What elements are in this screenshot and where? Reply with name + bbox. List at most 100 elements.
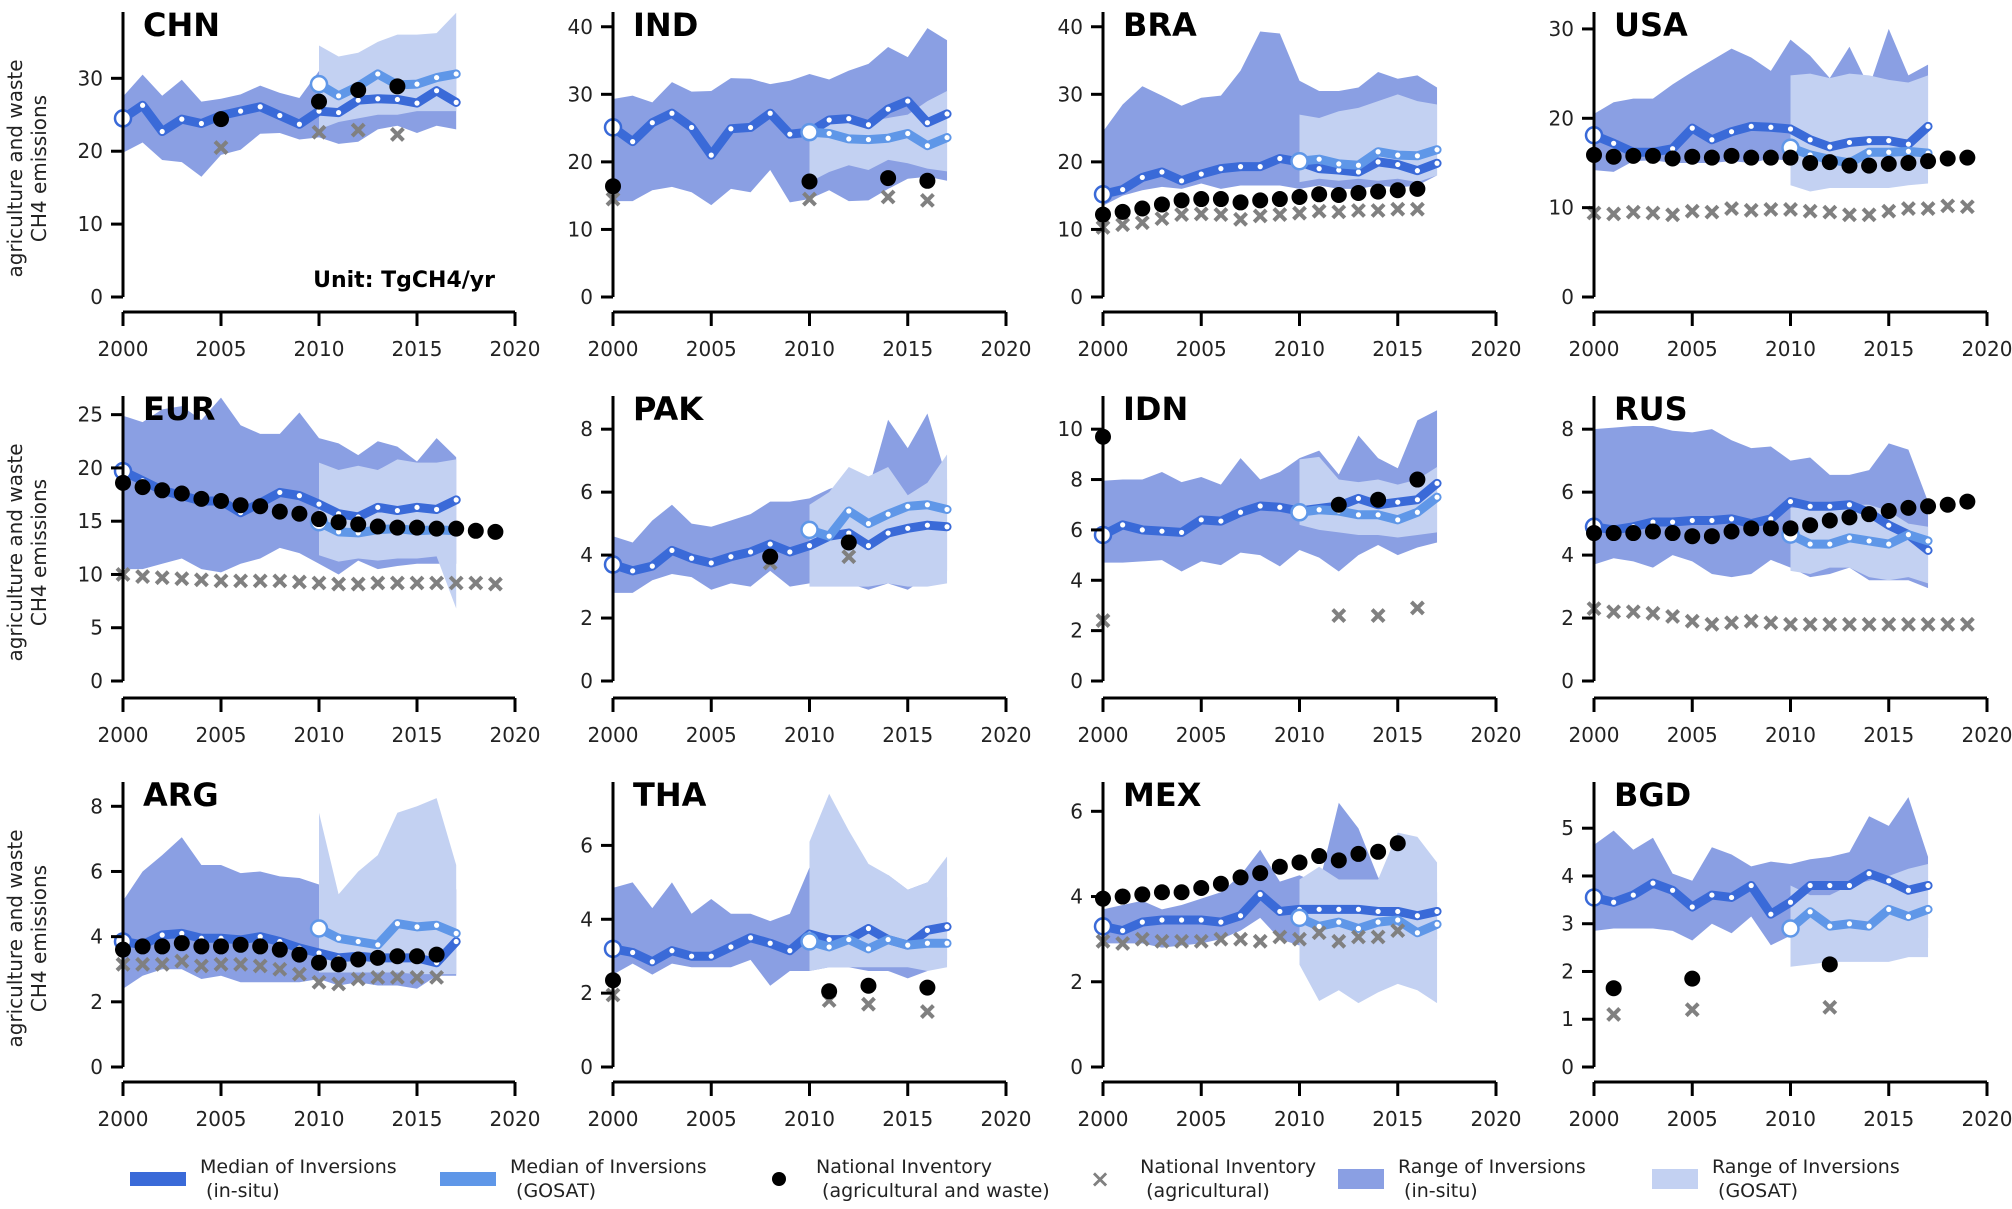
inventory-agw-marker: [350, 951, 367, 968]
insitu-median-point: [1807, 503, 1813, 509]
inventory-agricultural-marker: [1684, 203, 1700, 219]
gosat-median-point: [924, 143, 931, 149]
gosat-median-line: [1786, 530, 1933, 549]
inventory-agricultural-marker: [389, 127, 405, 142]
inventory-agricultural-marker: [311, 575, 327, 591]
inventory-agricultural-marker: [174, 571, 190, 587]
insitu-median-point: [885, 530, 891, 536]
inventory-agw-marker: [1959, 493, 1976, 510]
inventory-agricultural-marker: [1390, 201, 1406, 217]
insitu-median-point: [885, 106, 891, 112]
y-tick-label: 10: [1549, 196, 1574, 220]
inventory-agw-marker: [1291, 854, 1308, 871]
insitu-median-point: [1905, 887, 1911, 893]
inventory-agw-marker: [1625, 147, 1642, 164]
insitu-median-point: [1414, 497, 1420, 503]
gosat-median-point: [1290, 151, 1309, 171]
insitu-median-point: [140, 102, 146, 108]
gosat-median-line: [805, 127, 952, 151]
insitu-median-point: [826, 936, 832, 943]
insitu-median-point: [1198, 517, 1204, 523]
y-axis-label-line2: CH4 emissions: [27, 479, 51, 626]
inventory-agricultural-marker: [1783, 616, 1798, 632]
inventory-agricultural-marker: [1684, 613, 1700, 629]
insitu-median-point: [316, 501, 322, 507]
y-tick-label: 0: [1561, 285, 1574, 309]
inventory-agw-marker: [1762, 520, 1779, 537]
inventory-agricultural-marker: [448, 575, 464, 591]
x-tick-label: 2010: [784, 723, 835, 747]
gosat-median-point: [1336, 161, 1342, 167]
inventory-agw-marker: [467, 522, 484, 539]
inventory-agw-marker: [252, 498, 269, 515]
x-tick-label: 2005: [1176, 337, 1227, 361]
insitu-median-point: [865, 543, 872, 549]
inventory-agw-marker: [1212, 191, 1229, 208]
gosat-median-point: [1886, 906, 1892, 912]
inventory-agricultural-marker: [1174, 933, 1190, 949]
gosat-median-point: [1925, 538, 1931, 544]
inventory-agricultural-marker: [1940, 198, 1956, 214]
y-tick-label: 10: [568, 217, 593, 241]
inventory-agricultural-marker: [429, 575, 445, 591]
insitu-median-point: [336, 109, 342, 116]
inventory-agricultural-marker: [350, 122, 366, 138]
gosat-median-point: [826, 944, 832, 950]
inventory-agricultural-marker: [174, 953, 190, 969]
inventory-agw-marker: [1880, 503, 1897, 520]
insitu-median-point: [257, 934, 263, 940]
insitu-median-point: [159, 932, 165, 938]
x-tick-label: 2010: [294, 337, 345, 361]
insitu-median-line: [118, 86, 461, 137]
inventory-agricultural-marker: [841, 549, 857, 565]
y-tick-label: 6: [1561, 480, 1574, 504]
insitu-median-point: [708, 953, 714, 959]
insitu-median-point: [865, 925, 872, 932]
inventory-agricultural-marker: [429, 969, 445, 985]
gosat-median-point: [885, 135, 891, 141]
panel-title: USA: [1614, 6, 1688, 44]
gosat-median-point: [800, 520, 819, 540]
gosat-median-line: [805, 500, 952, 541]
inventory-agw-marker: [1939, 150, 1956, 167]
panel-title: CHN: [143, 6, 220, 44]
unit-label: Unit: TgCH4/yr: [313, 268, 495, 293]
x-tick-label: 2000: [1078, 1107, 1129, 1131]
gosat-median-point: [944, 506, 950, 513]
inventory-agw-marker: [369, 949, 386, 966]
x-tick-label: 2020: [1962, 723, 2012, 747]
inventory-agw-marker: [154, 938, 171, 955]
inventory-agricultural-marker: [389, 575, 405, 591]
insitu-median-point: [257, 104, 263, 110]
inventory-agricultural-marker: [1390, 923, 1406, 939]
inventory-agw-marker: [1389, 835, 1406, 852]
panel-title: IND: [633, 6, 698, 44]
insitu-median-point: [1395, 499, 1401, 505]
inventory-agricultural-marker: [1606, 1007, 1622, 1022]
legend-swatch-insitu-median: [130, 1172, 186, 1186]
inventory-agw-marker: [330, 956, 347, 973]
inventory-agw-marker: [428, 946, 445, 963]
gosat-median-point: [336, 93, 342, 99]
insitu-median-point: [689, 555, 695, 561]
inventory-agw-marker: [1212, 875, 1229, 892]
inventory-agw-marker: [409, 519, 425, 536]
insitu-median-point: [1925, 547, 1931, 553]
insitu-median-point: [728, 944, 734, 950]
insitu-median-point: [708, 152, 714, 158]
gosat-median-point: [905, 942, 911, 948]
inventory-agw-marker: [1605, 148, 1622, 165]
gosat-median-line: [314, 919, 461, 950]
gosat-median-point: [414, 924, 420, 930]
insitu-median-point: [1414, 168, 1420, 174]
inventory-agricultural-marker: [1233, 211, 1248, 227]
inventory-agw-marker: [1861, 157, 1878, 174]
x-tick-label: 2010: [1274, 723, 1325, 747]
inventory-agw-marker: [1311, 848, 1328, 865]
insitu-median-point: [1218, 919, 1224, 925]
insitu-median-point: [316, 950, 322, 956]
gosat-median-point: [1905, 532, 1911, 538]
inventory-agricultural-marker: [1370, 203, 1386, 218]
inventory-agw-marker: [1664, 150, 1681, 167]
inventory-agricultural-marker: [1134, 215, 1150, 231]
